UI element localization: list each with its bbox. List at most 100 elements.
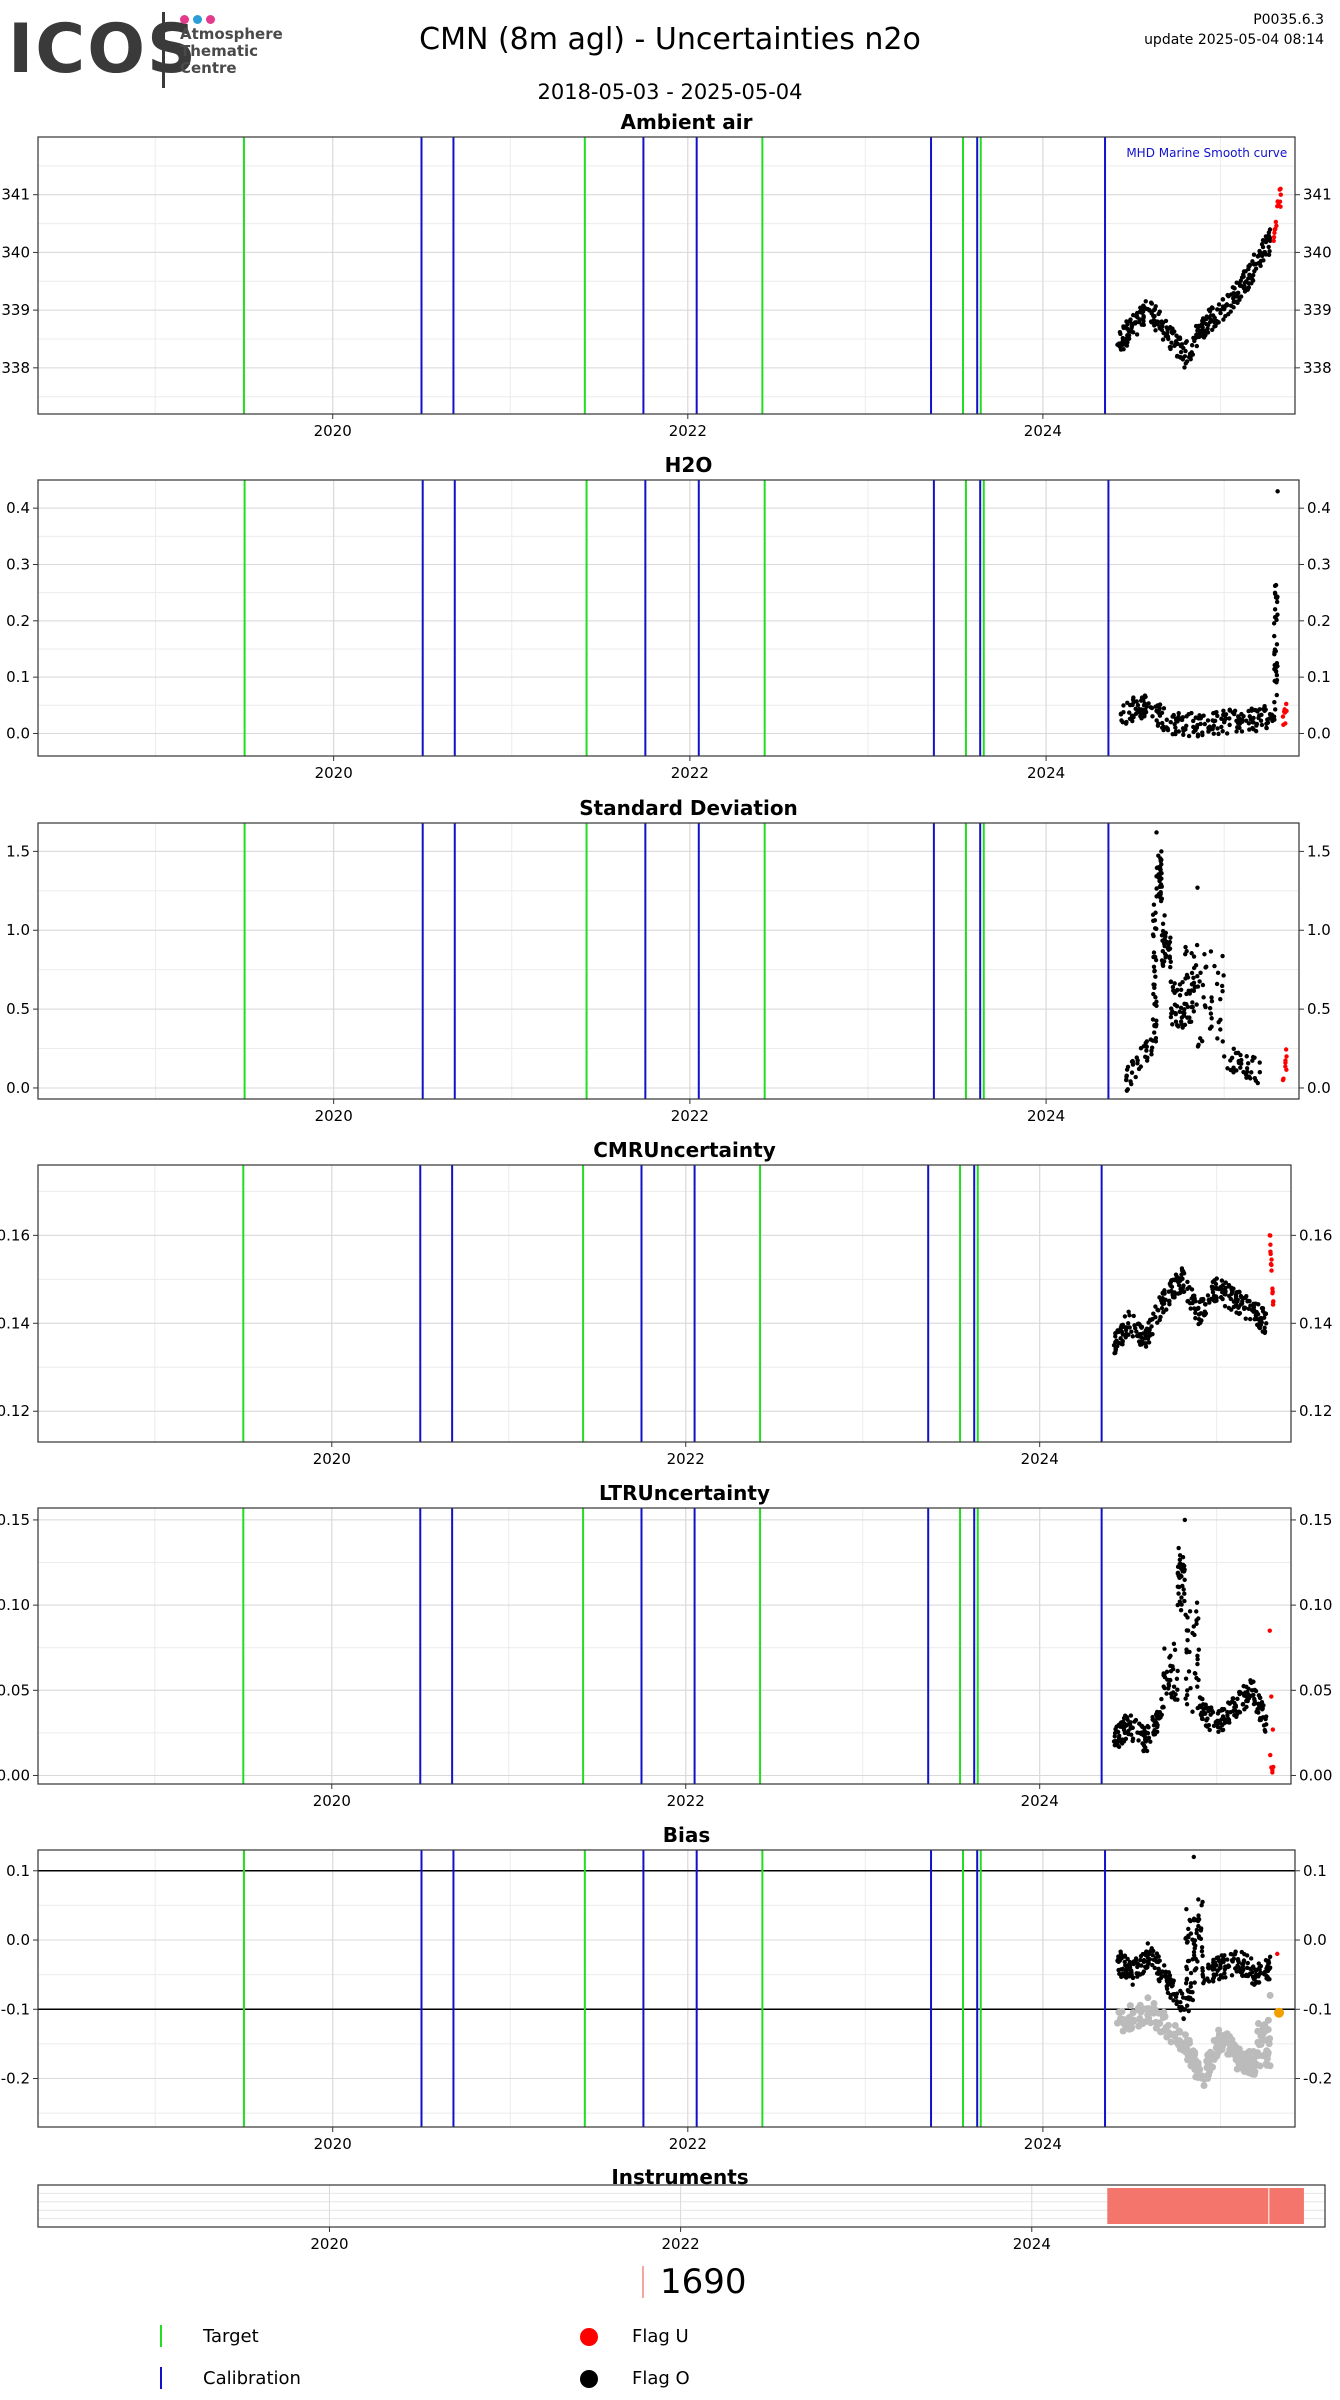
data-point	[1184, 2003, 1190, 2008]
data-point	[1252, 1317, 1257, 1322]
logo-subtitle-line: Atmosphere	[180, 25, 283, 43]
data-point	[1227, 708, 1232, 713]
data-point	[1200, 2082, 1208, 2090]
data-point	[1193, 727, 1198, 733]
data-point	[1162, 2024, 1170, 2032]
data-point	[1262, 1969, 1268, 1975]
plot-frame	[37, 136, 1296, 415]
data-point	[1250, 720, 1256, 725]
data-point	[1274, 664, 1279, 670]
data-point	[1226, 2050, 1234, 2058]
data-point	[1162, 1291, 1167, 1296]
data-point	[1235, 291, 1240, 296]
data-point	[1220, 988, 1225, 994]
logo-dot	[193, 15, 202, 24]
data-point	[1156, 1954, 1161, 1959]
data-point	[1124, 343, 1130, 348]
data-point	[1246, 1686, 1251, 1691]
data-point	[1194, 942, 1200, 948]
data-point	[1155, 1724, 1160, 1730]
data-point	[1126, 1974, 1132, 1979]
data-point	[1249, 706, 1254, 711]
data-point	[1147, 2019, 1155, 2027]
data-point	[1177, 1009, 1182, 1015]
data-point	[1247, 1971, 1253, 1976]
data-point	[1194, 334, 1199, 340]
data-point	[1182, 365, 1187, 370]
data-point	[1209, 995, 1214, 1000]
data-point	[1123, 721, 1129, 726]
data-point	[1141, 314, 1146, 320]
data-point	[1113, 1334, 1118, 1339]
data-point	[1195, 1959, 1200, 1964]
data-point	[1124, 2016, 1132, 2024]
data-point	[1235, 294, 1240, 299]
data-point	[1256, 260, 1262, 266]
data-point	[1235, 1297, 1240, 1302]
data-point	[1159, 849, 1164, 854]
data-point	[1243, 1316, 1248, 1321]
plot-frame	[37, 1849, 1296, 2128]
data-point	[1245, 2048, 1253, 2056]
data-point	[1154, 886, 1159, 891]
data-point	[1197, 1935, 1202, 1941]
data-point	[1252, 1696, 1257, 1702]
data-point	[1145, 1730, 1151, 1736]
data-point	[1191, 2048, 1199, 2056]
data-point	[1239, 729, 1245, 734]
data-point	[1149, 705, 1155, 711]
x-tick-label: 2024	[1021, 1792, 1059, 1810]
data-point	[1227, 1720, 1232, 1725]
data-point	[1152, 1023, 1157, 1029]
x-tick-label: 2020	[314, 2135, 352, 2153]
data-point	[1152, 1001, 1157, 1007]
data-point	[1274, 692, 1279, 698]
data-point	[1209, 1296, 1214, 1302]
page-title: CMN (8m agl) - Uncertainties n2o	[419, 22, 921, 57]
data-point	[1266, 1965, 1271, 1971]
data-point	[1224, 731, 1230, 736]
data-point	[1275, 1951, 1280, 1957]
data-point	[1192, 1671, 1198, 1676]
data-point	[1243, 1295, 1248, 1300]
data-point	[1147, 1331, 1152, 1336]
data-point	[1274, 599, 1280, 605]
data-point	[1162, 941, 1167, 947]
data-point	[1187, 1609, 1193, 1614]
data-point	[1194, 1927, 1200, 1933]
data-point	[1152, 969, 1157, 974]
data-point	[1177, 1557, 1183, 1563]
data-point	[1177, 2004, 1182, 2010]
data-point	[1184, 1906, 1189, 1912]
data-point	[1171, 712, 1176, 718]
data-point	[1232, 1952, 1238, 1957]
data-point	[1194, 1930, 1199, 1936]
data-point	[1223, 1975, 1228, 1980]
data-point	[1119, 718, 1124, 723]
data-point	[1273, 226, 1278, 232]
logo-divider	[162, 12, 165, 88]
data-point	[1185, 1279, 1190, 1285]
data-point	[1183, 951, 1188, 957]
data-point	[1212, 2052, 1220, 2060]
data-point	[1176, 335, 1181, 340]
data-point	[1186, 988, 1191, 994]
data-point	[1274, 642, 1280, 647]
data-point	[1163, 934, 1168, 939]
data-point	[1195, 734, 1201, 739]
data-point	[1272, 633, 1277, 639]
data-point	[1215, 1968, 1220, 1973]
data-point	[1176, 1291, 1181, 1296]
data-point	[1200, 1953, 1205, 1958]
data-point	[1136, 2001, 1144, 2009]
data-point	[1247, 1074, 1252, 1080]
data-point	[1162, 1685, 1167, 1691]
data-point	[1168, 979, 1173, 985]
data-point	[1120, 1332, 1125, 1337]
data-point	[1114, 2019, 1122, 2027]
data-point	[1184, 1964, 1189, 1970]
data-point	[1246, 1306, 1251, 1311]
data-point	[1250, 2070, 1258, 2078]
data-point	[1150, 1017, 1156, 1022]
